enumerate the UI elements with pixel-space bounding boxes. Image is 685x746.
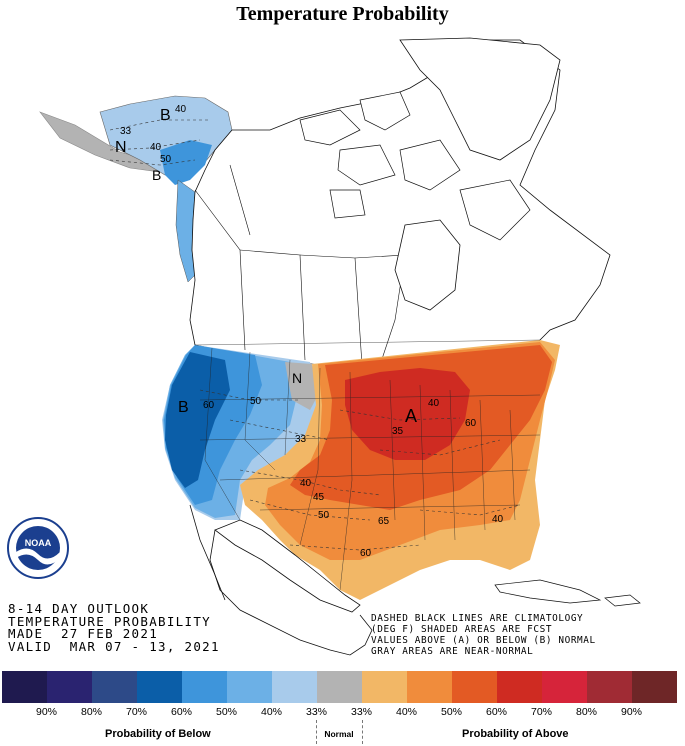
contour-label-ak-40: 40 (175, 104, 187, 115)
greenland-outline (399, 37, 561, 161)
outlook-map: NOAA B N B 40 33 40 50 B N A 60 50 33 40… (7, 37, 641, 656)
legend-swatch (227, 671, 272, 703)
legend-percent: 90% (35, 706, 57, 718)
caribbean-outline (604, 594, 641, 607)
legend-percent: 60% (485, 706, 507, 718)
legend-swatch (317, 671, 362, 703)
arctic-islands (299, 91, 531, 241)
legend-percent: 50% (440, 706, 462, 718)
contour-label-south-45: 45 (313, 492, 325, 503)
legend-swatch (92, 671, 137, 703)
outlook-line-1: 8-14 DAY OUTLOOK (8, 601, 150, 616)
contour-label-gl-35: 35 (392, 426, 404, 437)
legend-swatch (407, 671, 452, 703)
legend-swatch (47, 671, 92, 703)
normal-label-mt: N (292, 370, 302, 386)
climatology-lines (109, 119, 521, 551)
below-label-ak2: B (152, 167, 161, 183)
baja-outline (189, 504, 226, 601)
province-lines (194, 164, 406, 366)
note-line-1: DASHED BLACK LINES ARE CLIMATOLOGY (371, 613, 584, 624)
normal-label-ak: N (115, 139, 127, 156)
legend-percent: 60% (170, 706, 192, 718)
contour-label-south-50: 50 (318, 510, 330, 521)
contour-label-west-60: 60 (203, 400, 215, 411)
contour-label-se-60: 60 (360, 548, 372, 559)
legend-swatch (452, 671, 497, 703)
legend-swatch (497, 671, 542, 703)
below-label-west: B (178, 399, 189, 416)
contour-label-se-40: 40 (492, 514, 504, 525)
legend-swatch (587, 671, 632, 703)
legend-swatch (632, 671, 677, 703)
legend-swatch (542, 671, 587, 703)
legend-above-label: Probability of Above (462, 728, 569, 740)
legend-swatch (182, 671, 227, 703)
legend-below-label: Probability of Below (105, 728, 211, 740)
contour-label-ak-40b: 40 (150, 142, 162, 153)
legend-percent: 40% (395, 706, 417, 718)
legend-swatch (362, 671, 407, 703)
west-below-60-region (165, 352, 230, 488)
outlook-info: 8-14 DAY OUTLOOK TEMPERATURE PROBABILITY M… (8, 601, 220, 654)
legend-percent: 33% (350, 706, 372, 718)
above-label-gl: A (405, 406, 417, 426)
legend-percent: 40% (260, 706, 282, 718)
contour-label-se-65: 65 (378, 516, 390, 527)
contour-label-ak-50: 50 (160, 154, 172, 165)
outlook-line-2: TEMPERATURE PROBABILITY (8, 613, 211, 629)
hudson-bay (394, 219, 461, 311)
montana-normal-region (285, 362, 318, 410)
legend-percent: 70% (125, 706, 147, 718)
state-lines (194, 339, 541, 591)
contour-label-west-33: 33 (295, 434, 307, 445)
above-70-region (345, 368, 470, 460)
map-note: DASHED BLACK LINES ARE CLIMATOLOGY (DEG F… (371, 613, 596, 657)
noaa-logo: NOAA (7, 517, 69, 579)
contour-label-south-40: 40 (300, 478, 312, 489)
outlook-line-4: VALID MAR 07 - 13, 2021 (8, 638, 220, 654)
legend-percent: 50% (215, 706, 237, 718)
legend-normal-label: Normal (324, 729, 354, 739)
contour-label-ak-33: 33 (120, 126, 132, 137)
contour-label-east-60: 60 (465, 418, 477, 429)
outlook-line-3: MADE 27 FEB 2021 (8, 626, 159, 642)
legend-divider-right (362, 720, 363, 744)
legend-percent: 80% (80, 706, 102, 718)
contour-label-west-50: 50 (250, 396, 262, 407)
probability-legend (0, 671, 685, 703)
legend-percent: 90% (620, 706, 642, 718)
alaska-below-40-region (160, 140, 212, 185)
legend-percent: 33% (305, 706, 327, 718)
legend-percent: 80% (575, 706, 597, 718)
below-label-ak: B (160, 107, 171, 124)
map-title: Temperature Probability (236, 3, 449, 25)
legend-percent: 70% (530, 706, 552, 718)
contour-label-gl-40: 40 (428, 398, 440, 409)
note-line-3: VALUES ABOVE (A) OR BELOW (B) NORMAL (371, 635, 596, 646)
noaa-logo-text: NOAA (25, 538, 52, 548)
legend-swatch (2, 671, 47, 703)
legend-swatch (272, 671, 317, 703)
mexico-outline (214, 519, 361, 613)
note-line-2: (DEG F) SHADED AREAS ARE FCST (371, 624, 553, 635)
legend-swatch (137, 671, 182, 703)
legend-divider-left (316, 720, 317, 744)
cuba-outline (494, 579, 602, 604)
note-line-4: GRAY AREAS ARE NEAR-NORMAL (371, 646, 534, 657)
bc-coast-below-region (175, 179, 196, 283)
